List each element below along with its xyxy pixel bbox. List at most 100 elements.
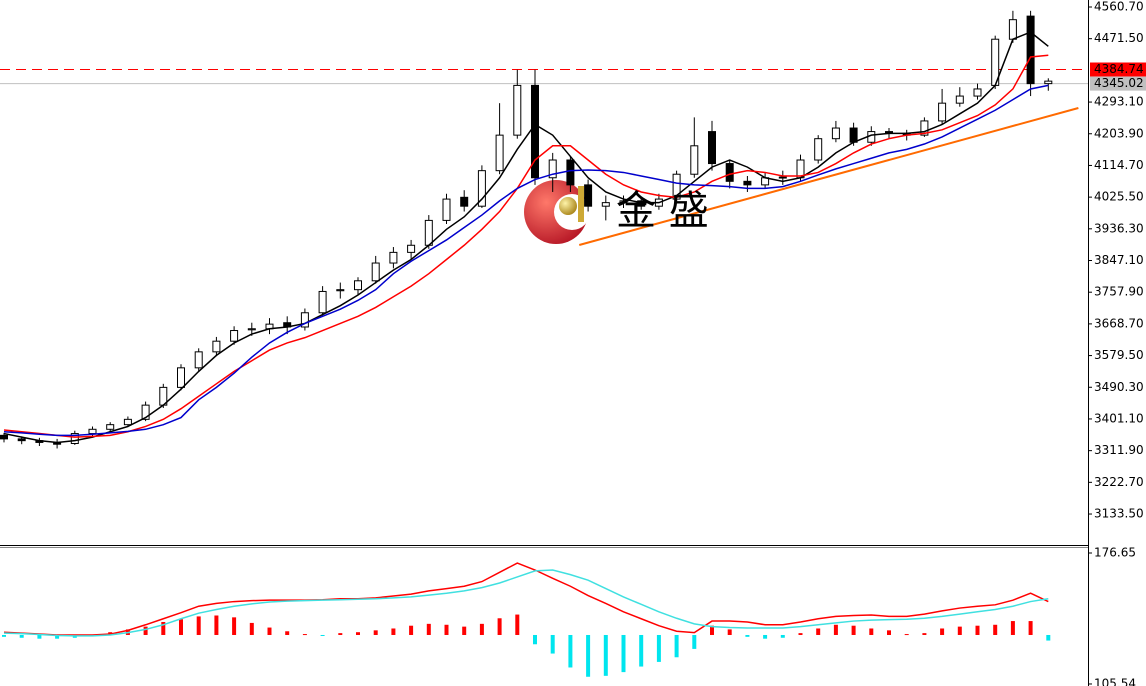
candle-body xyxy=(141,404,150,420)
trend-line xyxy=(578,107,1079,246)
histogram-bar xyxy=(37,634,42,639)
histogram-bar xyxy=(55,634,60,639)
price-label: 4384.74 xyxy=(1094,62,1144,76)
candle-body xyxy=(584,184,593,207)
candle-body xyxy=(601,202,610,207)
histogram-bar xyxy=(1010,621,1015,635)
candle-body xyxy=(212,340,221,353)
histogram-bar xyxy=(975,625,980,635)
price-label-box xyxy=(1090,62,1146,77)
y-tick-label: 4114.70 xyxy=(1094,158,1144,172)
candle-body xyxy=(442,198,451,221)
histogram-bar xyxy=(515,614,520,635)
histogram-bar xyxy=(161,621,166,635)
candle-body xyxy=(318,290,327,314)
histogram-bar xyxy=(851,625,856,635)
candle-body xyxy=(123,418,132,426)
histogram-bar xyxy=(462,626,467,635)
candle-body xyxy=(938,102,947,122)
histogram-bar xyxy=(780,634,785,638)
histogram-bar xyxy=(19,634,24,638)
candle-body xyxy=(407,244,416,253)
y-tick-label: 3311.90 xyxy=(1094,443,1144,457)
candle-body xyxy=(460,196,469,207)
histogram-bar xyxy=(550,634,555,654)
histogram-bar xyxy=(196,616,201,635)
candle-body xyxy=(230,330,239,342)
candle-body xyxy=(389,251,398,264)
y-tick-label: 3936.30 xyxy=(1094,221,1144,235)
y-tick-label: 3757.90 xyxy=(1094,285,1144,299)
moving-average xyxy=(3,84,1049,437)
histogram-bar xyxy=(2,634,6,637)
candle-body xyxy=(973,88,982,97)
candle-body xyxy=(194,351,203,369)
moving-average xyxy=(3,54,1049,438)
y-tick-label: 176.65 xyxy=(1094,545,1136,559)
y-tick-label: 3579.50 xyxy=(1094,348,1144,362)
histogram-bar xyxy=(338,633,343,635)
candle-body xyxy=(920,120,929,136)
y-tick-label: 3490.30 xyxy=(1094,380,1144,394)
histogram-bar xyxy=(603,634,608,676)
histogram-bar xyxy=(940,628,945,635)
histogram-bar xyxy=(320,634,325,636)
histogram-bar xyxy=(391,628,396,635)
candle-body xyxy=(708,131,716,165)
candle-body xyxy=(637,200,646,207)
histogram-bar xyxy=(745,634,750,637)
histogram-bar xyxy=(621,634,626,673)
histogram-bar xyxy=(409,625,414,635)
candle-body xyxy=(1044,80,1053,85)
candle-body xyxy=(106,424,115,430)
y-tick-label: 4471.50 xyxy=(1094,31,1144,45)
candle-body xyxy=(566,159,575,186)
y-tick-label: 3668.70 xyxy=(1094,316,1144,330)
histogram-bar xyxy=(426,623,431,635)
candle-body xyxy=(672,173,681,200)
candle-body xyxy=(1026,15,1035,85)
histogram-bar xyxy=(302,634,307,636)
candle-body xyxy=(743,180,752,186)
candle-body xyxy=(849,127,858,143)
y-tick-label: 4293.10 xyxy=(1094,95,1144,109)
histogram-bar xyxy=(497,618,502,635)
price-label: 4345.02 xyxy=(1094,76,1144,90)
macd-line xyxy=(3,569,1049,637)
candle-body xyxy=(531,84,539,179)
histogram-bar xyxy=(957,626,962,635)
y-tick-label: 4560.70 xyxy=(1094,0,1144,13)
y-tick-label: 3222.70 xyxy=(1094,475,1144,489)
histogram-bar xyxy=(444,624,449,635)
histogram-bar xyxy=(798,633,803,635)
candle-body xyxy=(955,95,964,104)
candle-body xyxy=(690,145,699,175)
histogram-bar xyxy=(922,633,927,635)
y-tick-label: 4203.90 xyxy=(1094,126,1144,140)
histogram-bar xyxy=(816,628,821,635)
candle-body xyxy=(495,134,504,172)
histogram-bar xyxy=(267,627,272,635)
candle-body xyxy=(300,312,309,328)
candle-body xyxy=(17,438,26,442)
histogram-bar xyxy=(674,634,679,658)
candle-body xyxy=(725,163,734,182)
moving-average xyxy=(3,31,1049,444)
histogram-bar xyxy=(692,634,697,649)
histogram-bar xyxy=(373,630,378,635)
histogram-bar xyxy=(763,634,768,639)
histogram-bar xyxy=(904,634,909,636)
candle-body xyxy=(70,433,79,445)
histogram-bar xyxy=(214,615,219,635)
histogram-bar xyxy=(568,634,573,668)
histogram-bar xyxy=(232,617,237,635)
candle-body xyxy=(831,127,840,140)
histogram-bar xyxy=(356,632,360,635)
histogram-bar xyxy=(143,626,148,635)
histogram-bar xyxy=(1046,634,1051,641)
macd-line xyxy=(3,562,1049,636)
histogram-bar xyxy=(1028,621,1033,635)
watermark: 金 盛 xyxy=(616,188,709,234)
histogram-bar xyxy=(833,624,838,635)
